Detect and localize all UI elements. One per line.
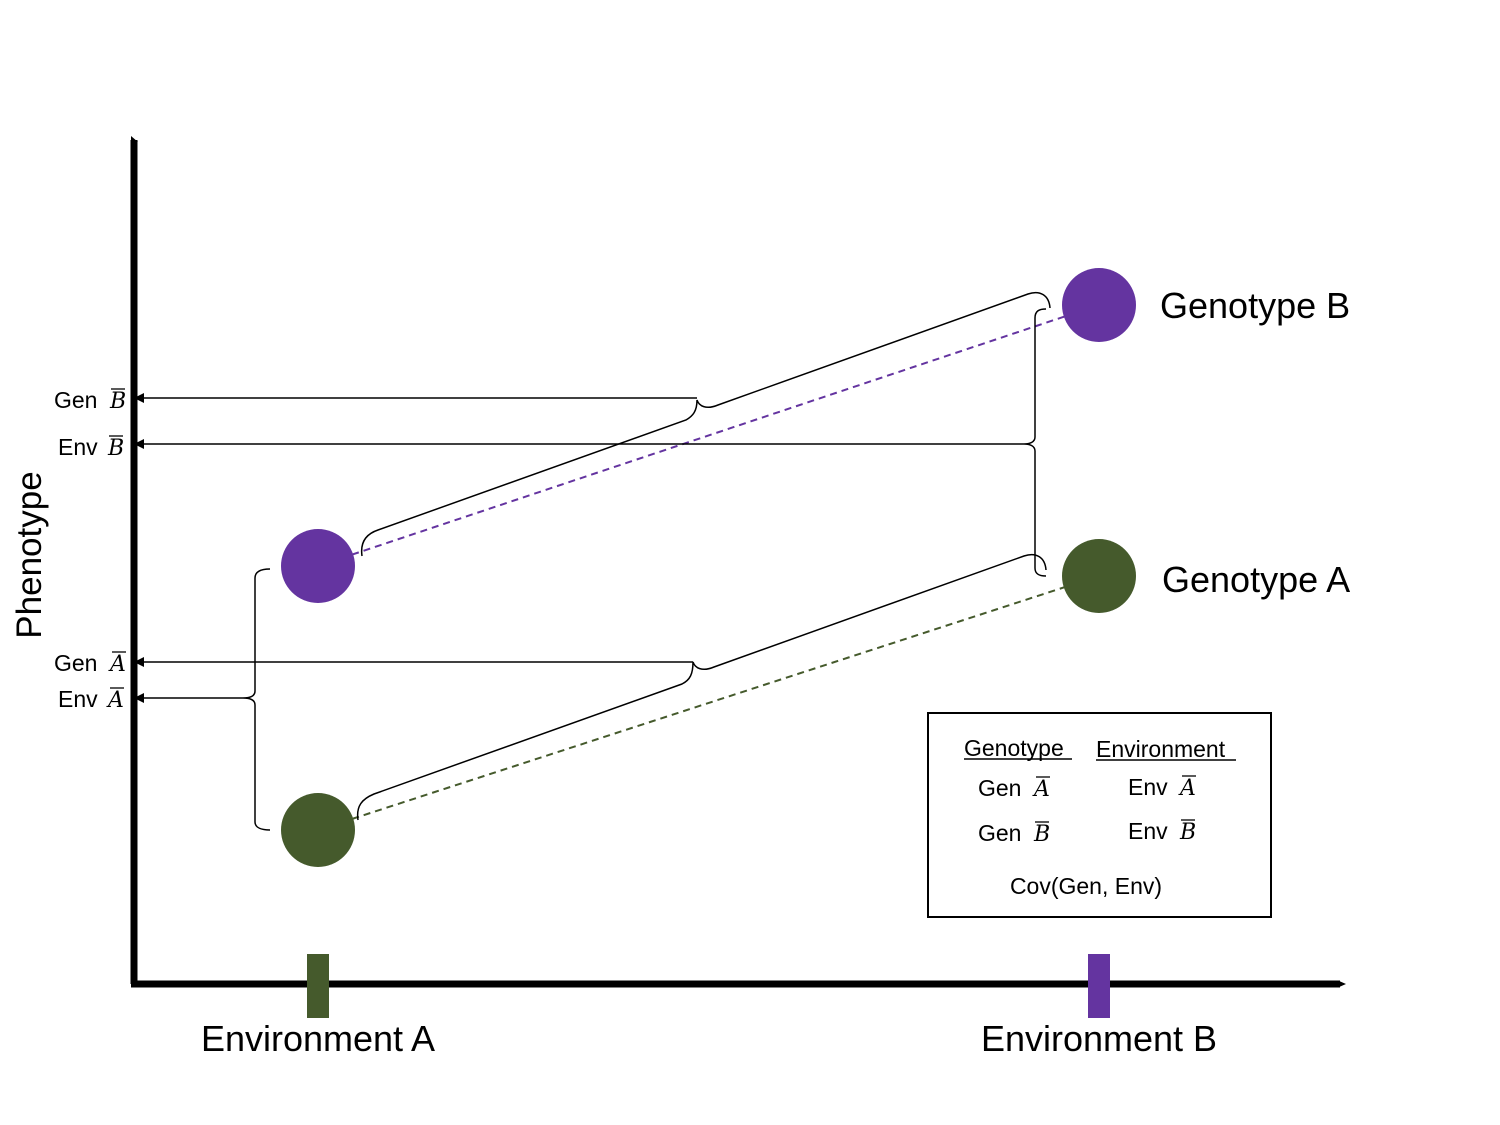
legend-env-b: Env B bbox=[1128, 818, 1196, 845]
genotype-a-reaction-norm bbox=[317, 575, 1100, 831]
y-axis-label: Phenotype bbox=[10, 471, 49, 638]
environment-b-brace bbox=[1023, 308, 1047, 577]
arrow-label-env-b: Env B bbox=[58, 434, 124, 461]
x-tick-environment-a bbox=[307, 954, 329, 1018]
y-axis-top-cap bbox=[131, 136, 138, 142]
arrow-label-env-b-symbol: B bbox=[107, 436, 124, 461]
x-tick-label-environment-a: Environment A bbox=[201, 1018, 435, 1059]
legend-env-a: Env A bbox=[1128, 774, 1196, 801]
legend-env-b-prefix: Env bbox=[1128, 818, 1168, 844]
arrow-label-gen-b-prefix: Gen bbox=[54, 387, 97, 413]
arrow-label-env-a: Env A bbox=[58, 686, 124, 713]
arrow-label-gen-b-symbol: B bbox=[109, 389, 126, 414]
legend-header-genotype: Genotype bbox=[964, 735, 1064, 761]
legend-covariance: Cov(Gen, Env) bbox=[1010, 873, 1162, 899]
genotype-b-label: Genotype B bbox=[1160, 285, 1350, 326]
genotype-b-env-a-point bbox=[281, 529, 355, 603]
environment-a-brace bbox=[242, 568, 271, 831]
genotype-b-reaction-norm bbox=[317, 304, 1100, 567]
axes bbox=[130, 136, 1346, 988]
x-axis-end-cap bbox=[1338, 980, 1346, 988]
legend-env-a-prefix: Env bbox=[1128, 774, 1168, 800]
arrow-label-env-a-symbol: A bbox=[106, 688, 124, 713]
legend-gen-b-symbol: B bbox=[1033, 822, 1050, 847]
genotype-a-env-b-point bbox=[1062, 539, 1136, 613]
genotype-a-env-a-point bbox=[281, 793, 355, 867]
arrow-label-env-a-prefix: Env bbox=[58, 686, 98, 712]
genotype-a-label: Genotype A bbox=[1162, 559, 1350, 600]
x-tick-label-environment-b: Environment B bbox=[981, 1018, 1217, 1059]
legend-env-a-symbol: A bbox=[1178, 776, 1196, 801]
legend-env-b-symbol: B bbox=[1179, 820, 1196, 845]
legend-box: Genotype Environment Gen A Gen B Env A E… bbox=[927, 712, 1272, 918]
arrow-label-gen-a-prefix: Gen bbox=[54, 650, 97, 676]
legend-gen-b-prefix: Gen bbox=[978, 820, 1021, 846]
legend-gen-a: Gen A bbox=[978, 775, 1050, 802]
legend-gen-b: Gen B bbox=[978, 820, 1050, 847]
arrow-label-gen-a: Gen A bbox=[54, 650, 126, 677]
arrow-label-env-b-prefix: Env bbox=[58, 434, 98, 460]
legend-border bbox=[927, 712, 1272, 918]
legend-header-environment: Environment bbox=[1096, 736, 1226, 762]
genotype-b-brace bbox=[360, 291, 1051, 557]
x-tick-environment-b bbox=[1088, 954, 1110, 1018]
legend-gen-a-prefix: Gen bbox=[978, 775, 1021, 801]
arrow-label-gen-b: Gen B bbox=[54, 387, 126, 414]
legend-gen-a-symbol: A bbox=[1032, 777, 1050, 802]
arrow-label-gen-a-symbol: A bbox=[108, 652, 126, 677]
genotype-b-env-b-point bbox=[1062, 268, 1136, 342]
